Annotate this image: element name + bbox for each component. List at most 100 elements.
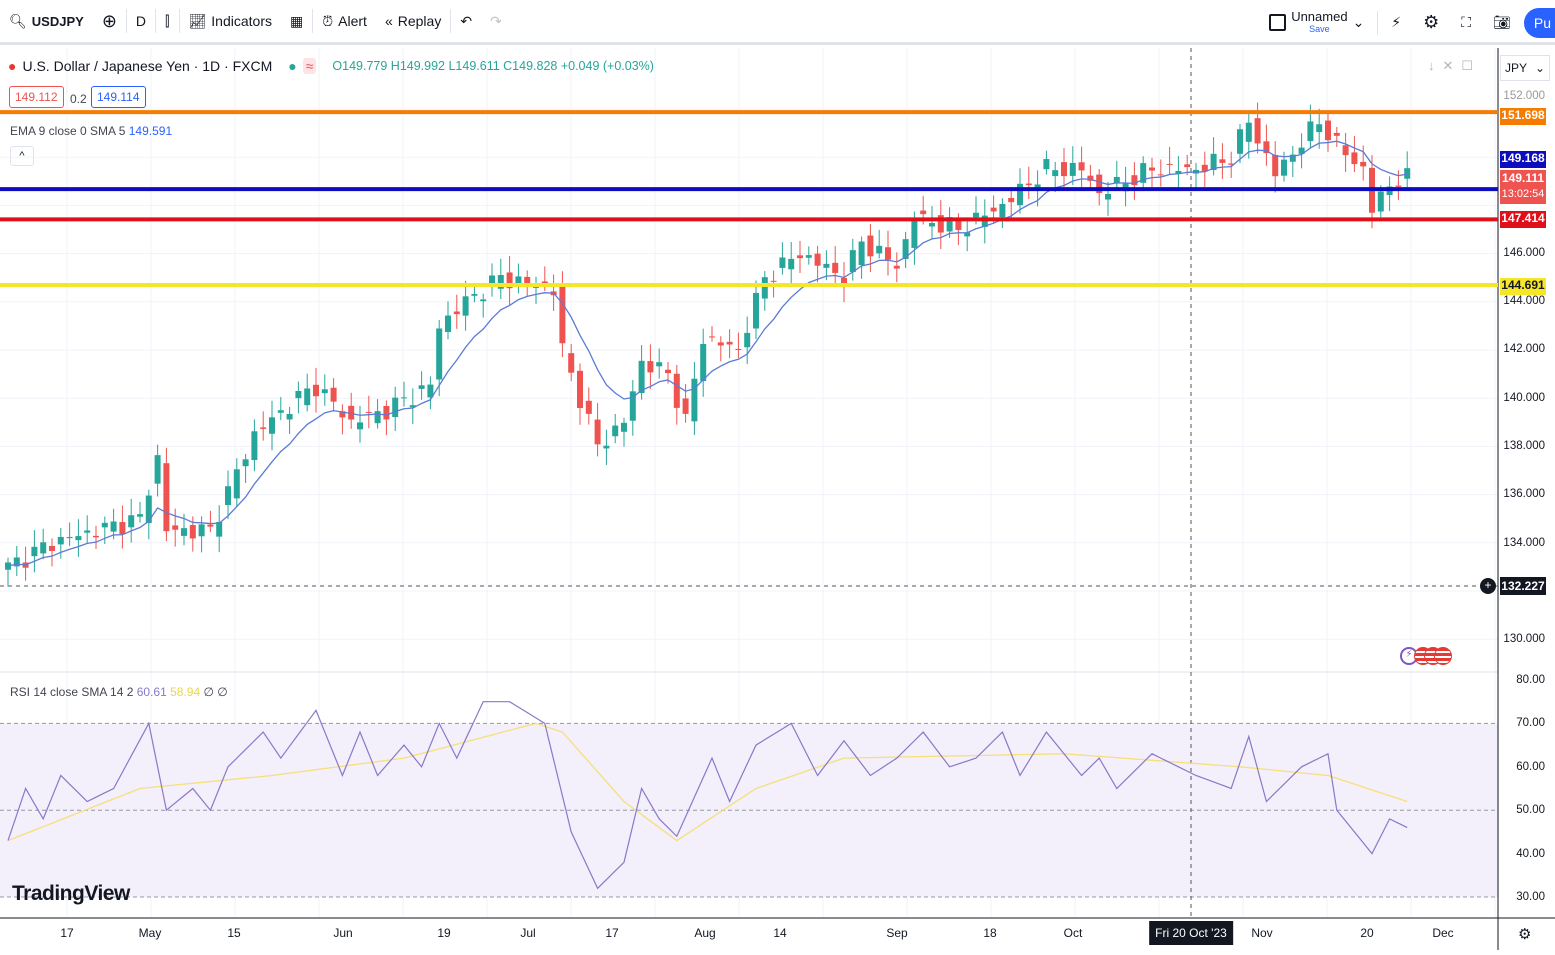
divider — [178, 9, 180, 33]
rsi-label: 30.00 — [1516, 891, 1545, 903]
alert-button[interactable]: ⏰︎ Alert — [322, 12, 367, 30]
settings-button[interactable]: ⚙ — [1414, 8, 1448, 38]
events-icons[interactable]: ⚡︎ — [1400, 647, 1452, 665]
indicators-button[interactable]: 📈︎ Indicators — [188, 12, 272, 30]
symbol-title[interactable]: U.S. Dollar / Japanese Yen · 1D · FXCM — [22, 58, 273, 74]
time-label: Jul — [520, 926, 536, 940]
candle-body — [990, 207, 997, 212]
candle-body — [163, 463, 170, 532]
chart-type-button[interactable]: ⫿ — [156, 6, 178, 36]
candle-body — [233, 469, 240, 499]
publish-button[interactable]: Pu — [1523, 7, 1555, 38]
crosshair-add-button[interactable]: + — [1480, 578, 1496, 594]
candle-body — [57, 536, 64, 545]
candle-body — [1325, 120, 1331, 141]
candle-body — [929, 223, 935, 227]
time-label: Oct — [1063, 926, 1083, 940]
symbol-search-button[interactable]: 🔍︎ USDJPY — [9, 12, 84, 29]
candle-body — [682, 398, 689, 414]
buy-button[interactable]: 149.114 — [91, 86, 146, 108]
time-label: Aug — [694, 926, 716, 940]
divider — [1377, 10, 1379, 35]
divider — [125, 9, 127, 33]
candle-body — [797, 255, 803, 259]
candle-body — [709, 336, 715, 338]
candle-body — [902, 239, 909, 260]
candle-body — [761, 277, 768, 299]
fullscreen-button[interactable]: ⛶ — [1452, 8, 1480, 38]
compare-button[interactable]: ⊕ — [93, 6, 126, 36]
price-label: 146.000 — [1503, 247, 1545, 259]
last-price-tag: 149.111 13:02:54 — [1500, 170, 1546, 204]
candle-body — [154, 455, 161, 484]
candle-body — [867, 235, 874, 257]
indicators-icon: 📈︎ — [188, 12, 207, 29]
candle-body — [621, 422, 627, 432]
candle-body — [1351, 152, 1358, 165]
ema-line — [7, 140, 1408, 567]
snapshot-button[interactable]: 📷︎ — [1484, 8, 1520, 38]
candle-body — [1298, 147, 1305, 154]
candle-body — [1210, 153, 1217, 171]
candle-body — [409, 405, 416, 408]
market-open-icon: ● — [288, 58, 297, 74]
candle-body — [357, 422, 363, 430]
undo-button[interactable]: ↶ — [451, 6, 481, 36]
candle-body — [251, 431, 258, 461]
layout-button[interactable]: Unnamed Save ⌄ — [1260, 8, 1373, 38]
time-label: 17 — [60, 926, 74, 940]
rsi-legend[interactable]: RSI 14 close SMA 14 2 60.61 58.94 ∅ ∅ — [10, 685, 228, 699]
chevron-down-icon: ⌄ — [1352, 14, 1365, 30]
candle-body — [453, 311, 460, 315]
quick-search-button[interactable]: ⚡︎ — [1382, 8, 1410, 38]
candle-body — [506, 272, 513, 289]
candle-body — [427, 384, 434, 398]
candle-body — [93, 535, 99, 538]
maximize-icon[interactable]: ☐ — [1461, 58, 1474, 73]
flag-icon: ● — [8, 58, 17, 74]
candle-body — [1113, 176, 1120, 183]
rsi-label: 60.00 — [1516, 761, 1545, 773]
collapse-legend-button[interactable]: ^ — [10, 146, 34, 166]
candle-body — [665, 369, 671, 374]
candle-body — [1360, 161, 1367, 167]
candle-body — [304, 388, 311, 406]
candle-body — [207, 524, 214, 527]
tradingview-logo: TradingView — [12, 882, 130, 905]
candle-body — [1175, 170, 1182, 174]
candle-body — [1333, 132, 1340, 136]
candle-body — [5, 562, 11, 570]
divider — [155, 9, 157, 33]
candle-body — [172, 525, 179, 530]
candle-body — [383, 406, 390, 420]
collapse-icon[interactable]: ✕ — [1442, 58, 1454, 73]
candle-body — [128, 515, 135, 528]
candle-body — [13, 557, 20, 567]
candle-body — [673, 373, 680, 408]
candle-body — [638, 360, 645, 394]
candle-body — [1395, 185, 1402, 187]
layouts-button[interactable]: ▦ — [281, 6, 312, 36]
candle-body — [1254, 118, 1261, 144]
chart-settings-button[interactable]: ⚙ — [1518, 926, 1532, 943]
pane-controls: ↓ ✕ ☐ — [1428, 58, 1473, 74]
candle-body — [31, 546, 38, 557]
chart-canvas[interactable] — [0, 48, 1555, 955]
candle-body — [181, 528, 187, 536]
candle-body — [753, 293, 759, 329]
arrow-down-icon[interactable]: ↓ — [1428, 58, 1435, 73]
candle-body — [1316, 124, 1323, 133]
redo-button[interactable]: ↷ — [481, 6, 511, 36]
ema-legend[interactable]: EMA 9 close 0 SMA 5 149.591 — [10, 124, 173, 138]
candle-body — [1061, 162, 1067, 177]
currency-select[interactable]: JPY ⌄ — [1500, 55, 1550, 81]
interval-button[interactable]: D — [135, 13, 147, 29]
replay-button[interactable]: «Replay — [384, 13, 442, 29]
candle-body — [911, 220, 918, 248]
candle-body — [269, 417, 275, 434]
candle-body — [49, 545, 55, 551]
price-label: 134.000 — [1503, 537, 1545, 549]
candles-icon: ⫿ — [165, 12, 170, 29]
candle-body — [726, 341, 733, 345]
sell-button[interactable]: 149.112 — [9, 86, 64, 108]
